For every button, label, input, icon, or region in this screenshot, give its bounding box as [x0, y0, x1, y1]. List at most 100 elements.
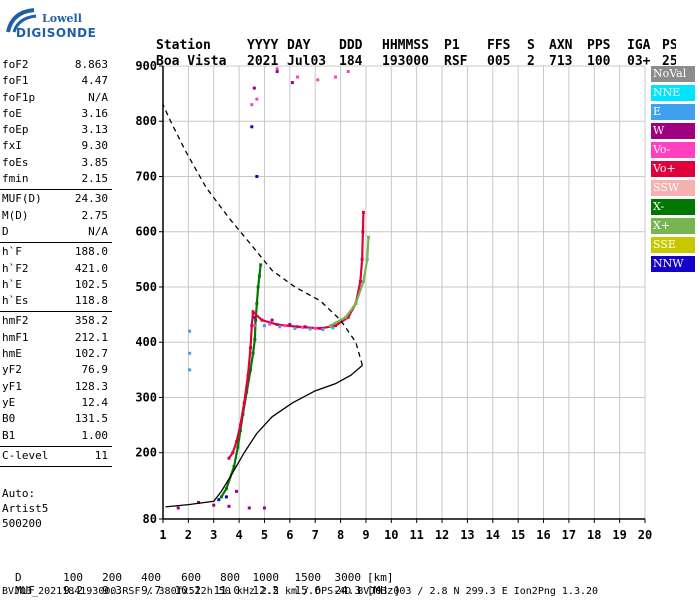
muf-value-5: 12.2 [253, 584, 280, 597]
param-value: 131.5 [74, 412, 108, 426]
header-label-0: Station [156, 38, 211, 53]
param-row-foF1: foF1 4.47 [0, 74, 112, 90]
header-label-9: PPS [587, 38, 611, 53]
artist-version: Artist5 [2, 502, 49, 515]
x-tick-label-14: 14 [486, 528, 500, 542]
artist-code: 500200 [2, 517, 42, 530]
param-value: 11 [94, 448, 108, 462]
point-5-0 [252, 315, 256, 319]
param-row-h`F: h`F 188.0 [0, 245, 112, 261]
header-label-2: DAY [287, 38, 311, 53]
header-value-0: Boa Vista [156, 54, 227, 69]
point-5-13 [290, 81, 294, 85]
d-unit: [km] [367, 571, 394, 584]
param-value: 8.863 [74, 58, 108, 71]
x-tick-label-17: 17 [562, 528, 576, 542]
param-name: hmF1 [2, 330, 29, 344]
param-row-yE: yE 12.4 [0, 396, 112, 412]
x-tick-label-3: 3 [210, 528, 217, 542]
legend-item-w: W [651, 123, 695, 139]
x-tick-label-4: 4 [235, 528, 242, 542]
profile-solid [165, 364, 363, 508]
param-name: C-level [2, 448, 49, 462]
param-name: foE [2, 106, 22, 120]
param-name: B0 [2, 412, 16, 426]
header-label-7: S [527, 38, 535, 53]
d-value-4: 800 [220, 571, 240, 584]
d-value-5: 1000 [253, 571, 280, 584]
x-tick-label-2: 2 [185, 528, 192, 542]
param-name: fmin [2, 172, 29, 186]
legend-item-nne: NNE [651, 85, 695, 101]
param-row-MUF(D): MUF(D) 24.30 [0, 192, 112, 208]
param-row-B1: B1 1.00 [0, 429, 112, 445]
param-name: h`F [2, 245, 22, 259]
param-name: yF1 [2, 379, 22, 393]
point-5-1 [270, 318, 274, 322]
legend: NoVal NNE E W Vo- Vo+ SSW X- X+ SSE NNW [651, 66, 695, 275]
point-4-7 [316, 78, 320, 82]
param-row-foEp: foEp 3.13 [0, 123, 112, 139]
x-tick-label-1: 1 [159, 528, 166, 542]
param-name: h`Es [2, 294, 29, 308]
header-value-4: 193000 [382, 54, 429, 69]
param-name: h`F2 [2, 261, 29, 275]
header-block: Station YYYY DAY DDD HHMMSS P1 FFS S AXN PPS IGA PS… [140, 22, 678, 73]
param-name: h`E [2, 277, 22, 291]
x-tick-label-7: 7 [312, 528, 319, 542]
globe-icon [6, 8, 37, 33]
muf-value-1: 9.3 [102, 584, 122, 597]
param-row-hmF2: hmF2 358.2 [0, 314, 112, 330]
param-separator [0, 466, 112, 468]
param-row-hmE: hmE 102.7 [0, 347, 112, 363]
legend-item-sse: SSE [651, 237, 695, 253]
header-label-3: DDD [339, 38, 363, 53]
header-label-6: FFS [487, 38, 511, 53]
header-value-1: 2021 [247, 54, 278, 69]
point-4-1 [268, 322, 272, 326]
param-name: yE [2, 395, 16, 409]
param-value: 24.30 [74, 192, 108, 206]
y-tick-label-80: 80 [143, 512, 157, 526]
param-row-yF1: yF1 128.3 [0, 380, 112, 396]
param-value: 4.47 [81, 74, 109, 88]
param-row-foEs: foEs 3.85 [0, 156, 112, 172]
param-name: foEs [2, 155, 29, 169]
point-4-8 [334, 75, 338, 79]
param-name: D [2, 224, 9, 238]
y-tick-label-200: 200 [135, 446, 157, 460]
header-table: Station YYYY DAY DDD HHMMSS P1 FFS S AXN PPS IGA PS… [156, 38, 678, 69]
param-separator [0, 311, 112, 313]
logo-digisonde: DIGISONDE [16, 26, 97, 40]
param-value: N/A [88, 90, 108, 104]
param-value: 9.30 [81, 139, 109, 153]
trace-X+ [329, 237, 370, 327]
point-4-5 [275, 67, 279, 71]
muf-value-0: 9.2 [63, 584, 83, 597]
param-value: 128.3 [74, 379, 108, 393]
param-separator [0, 242, 112, 244]
param-value: 12.4 [81, 395, 109, 409]
param-value: 3.13 [81, 123, 109, 137]
point-4-3 [301, 325, 305, 329]
lowell-digisonde-logo: Lowell DIGISONDE [4, 6, 124, 46]
legend-item-e: E [651, 104, 695, 120]
d-value-7: 3000 [335, 571, 362, 584]
point-6-2 [255, 174, 259, 178]
header-value-8: 713 [549, 54, 572, 69]
legend-item-ssw: SSW [651, 180, 695, 196]
param-value: 3.16 [81, 106, 109, 120]
param-name: foEp [2, 123, 29, 137]
header-value-9: 100 [587, 54, 611, 69]
param-row-h`Es: h`Es 118.8 [0, 294, 112, 310]
muf-table: D MUF 100 200 400 600 800 1000 1500 3000 9.2 9.3 9.7… [2, 558, 495, 600]
d-value-0: 100 [63, 571, 83, 584]
trace-Vo+ [228, 212, 365, 459]
legend-item-x: X+ [651, 218, 695, 234]
point-3-1 [278, 325, 282, 329]
x-tick-label-16: 16 [536, 528, 550, 542]
point-4-6 [295, 75, 299, 79]
param-name: hmF2 [2, 314, 29, 328]
param-value: 118.8 [74, 294, 108, 308]
